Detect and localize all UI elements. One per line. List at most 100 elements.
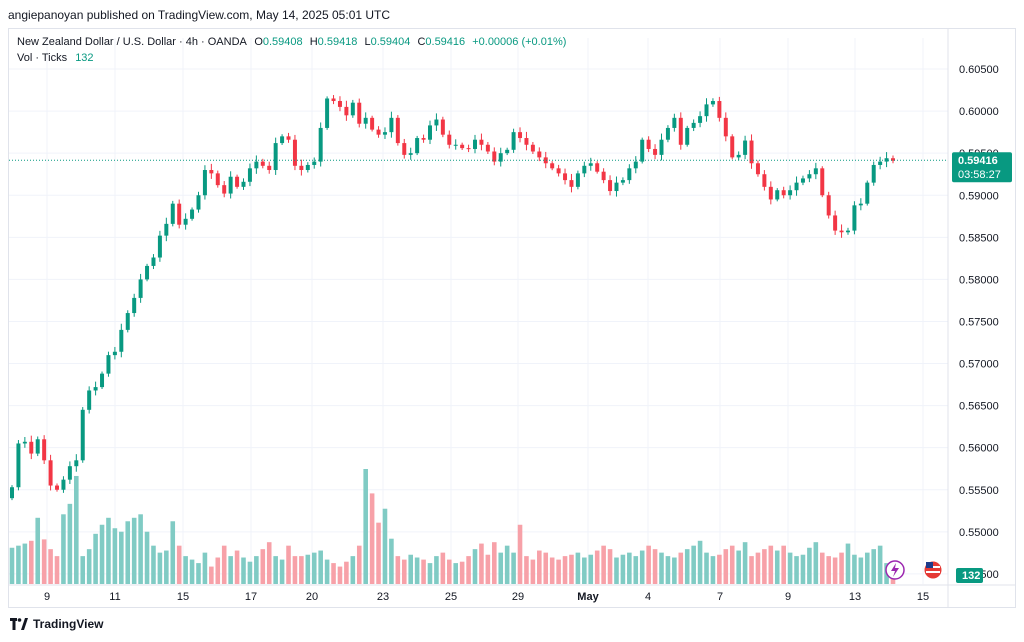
volume-bar — [697, 540, 703, 584]
candle — [299, 159, 304, 176]
y-tick-label: 0.55500 — [959, 485, 999, 497]
volume-bar — [86, 549, 92, 584]
x-tick-label: 9 — [785, 591, 791, 603]
volume-bar — [556, 559, 561, 584]
volume-bar — [382, 508, 388, 584]
candle — [254, 155, 259, 174]
candle — [755, 160, 760, 177]
candle — [845, 227, 850, 235]
volume-bar — [157, 552, 163, 584]
candle — [202, 165, 207, 200]
candle-body — [67, 466, 72, 480]
volume-bar — [389, 538, 394, 584]
volume-bar — [524, 556, 529, 584]
candle — [331, 95, 336, 105]
candle — [524, 131, 529, 151]
low-label: L — [364, 36, 371, 48]
x-tick-label: 11 — [109, 591, 120, 603]
candle-body — [788, 190, 793, 196]
volume-bar — [99, 524, 105, 584]
volume-bar — [601, 545, 606, 584]
volume-bar — [800, 554, 806, 584]
volume-bar — [717, 554, 722, 584]
x-tick-label: 15 — [177, 591, 189, 603]
candle — [858, 198, 863, 211]
us-flag-event-icon[interactable] — [923, 560, 943, 580]
volume-bar — [350, 556, 356, 584]
candle-body — [93, 387, 98, 391]
price-axis: 0.605000.600000.595000.590000.585000.580… — [8, 28, 1016, 607]
volume-bar — [813, 542, 819, 584]
volume-bar — [221, 545, 227, 584]
candle-body — [473, 139, 478, 149]
volume-bar — [774, 550, 780, 584]
candle-body — [440, 119, 445, 135]
candle — [292, 134, 297, 171]
price-tag-bg — [952, 152, 1012, 183]
candle-body — [755, 163, 760, 175]
volume-tag-bg — [956, 568, 983, 583]
candle — [209, 163, 214, 179]
candle-body — [781, 190, 786, 196]
candle-body — [543, 157, 548, 164]
candle — [363, 112, 368, 129]
candle — [575, 170, 580, 190]
volume-bar — [80, 556, 86, 584]
candle-body — [112, 351, 117, 356]
candle — [67, 461, 72, 484]
candle-body — [106, 355, 111, 374]
candle — [138, 273, 143, 303]
candle — [891, 155, 895, 164]
candle-body — [183, 218, 188, 225]
candle — [235, 174, 240, 189]
candle-body — [74, 460, 79, 467]
candle — [402, 138, 407, 159]
candle — [569, 173, 574, 193]
volume-tag-value: 132 — [962, 570, 980, 582]
volume-bar — [877, 545, 883, 584]
volume-bar — [318, 550, 323, 584]
candle-body — [524, 138, 529, 145]
candle — [376, 126, 381, 138]
candle-body — [35, 439, 40, 454]
candle — [871, 161, 876, 186]
candle-body — [710, 101, 715, 105]
candle — [421, 134, 426, 143]
volume-bar — [260, 549, 266, 584]
y-tick-label: 0.57500 — [959, 316, 999, 328]
volume-bar — [794, 556, 799, 584]
candle-body — [209, 170, 214, 174]
candle — [678, 112, 683, 150]
x-tick-label: 23 — [377, 591, 389, 603]
price-tag-price: 0.59416 — [958, 155, 998, 167]
candle-body — [601, 171, 606, 181]
candle-body — [305, 164, 310, 171]
candle-body — [254, 161, 259, 169]
volume-bar — [485, 554, 491, 584]
volume-bar — [131, 517, 137, 584]
volume-bar — [54, 556, 60, 584]
x-tick-label: 13 — [849, 591, 861, 603]
candle — [427, 120, 432, 145]
candle — [794, 176, 799, 196]
volume-bars — [9, 469, 896, 584]
candle — [183, 213, 188, 230]
candle — [595, 161, 600, 174]
volume-label[interactable]: Vol · Ticks — [17, 52, 68, 64]
candle-body — [691, 122, 696, 128]
candle-body — [820, 168, 825, 196]
legend-ohlc-row: New Zealand Dollar / U.S. Dollar · 4h · … — [17, 34, 566, 50]
tradingview-logo-icon — [10, 618, 28, 630]
footer-brand[interactable]: TradingView — [10, 617, 103, 631]
candle — [620, 177, 625, 186]
volume-bar — [832, 557, 838, 584]
volume-bar — [472, 549, 478, 584]
volume-bar — [819, 552, 825, 584]
candle-body — [620, 180, 625, 183]
lightning-event-icon[interactable] — [885, 560, 905, 580]
candle-body — [312, 161, 317, 165]
candle-body — [640, 139, 645, 162]
candle — [280, 134, 285, 145]
symbol-title[interactable]: New Zealand Dollar / U.S. Dollar · 4h · … — [17, 36, 247, 48]
